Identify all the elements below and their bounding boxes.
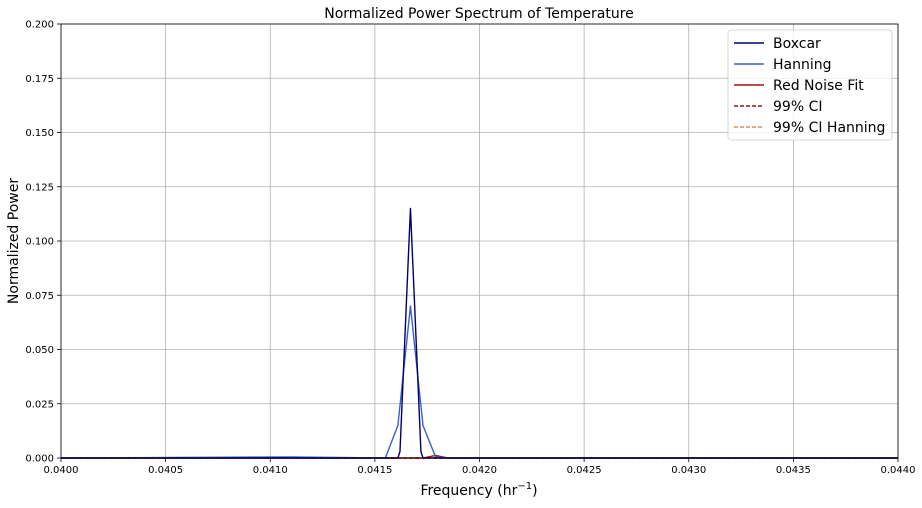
- y-tick-label: 0.200: [25, 20, 54, 31]
- x-tick-label: 0.0430: [671, 465, 706, 476]
- legend-label: Boxcar: [773, 36, 821, 52]
- x-axis-label-superscript: −1: [517, 481, 532, 492]
- legend-box: [727, 29, 893, 141]
- y-tick-label: 0.125: [25, 182, 54, 193]
- y-tick-label: 0.075: [25, 291, 54, 302]
- x-tick-label: 0.0440: [881, 465, 916, 476]
- chart-title: Normalized Power Spectrum of Temperature: [324, 6, 634, 22]
- y-axis-label: Normalized Power: [6, 178, 22, 304]
- legend-label: 99% CI: [773, 99, 822, 115]
- legend: Boxcar Hanning Red Noise Fit 99% CI 99% CI H…: [727, 29, 893, 141]
- x-axis-ticks: 0.0400 0.0405 0.0410 0.0415 0.0420 0.0425 0.04…: [44, 458, 916, 476]
- y-axis-ticks: 0.000 0.025 0.050 0.075 0.100 0.125 0.150 0.175…: [25, 20, 61, 465]
- y-tick-label: 0.025: [25, 399, 54, 410]
- legend-label: Red Noise Fit: [773, 78, 864, 94]
- y-tick-label: 0.100: [25, 237, 54, 248]
- y-tick-label: 0.175: [25, 74, 54, 85]
- x-axis-label-end: ): [532, 483, 537, 499]
- legend-label: Hanning: [773, 57, 832, 73]
- x-tick-label: 0.0405: [148, 465, 183, 476]
- x-axis-label-main: Frequency (hr: [420, 483, 517, 499]
- y-tick-label: 0.150: [25, 128, 54, 139]
- x-tick-label: 0.0425: [567, 465, 602, 476]
- x-tick-label: 0.0435: [776, 465, 811, 476]
- x-tick-label: 0.0415: [357, 465, 392, 476]
- y-tick-label: 0.000: [25, 454, 54, 465]
- y-tick-label: 0.050: [25, 345, 54, 356]
- x-tick-label: 0.0400: [44, 465, 79, 476]
- legend-label: 99% CI Hanning: [773, 120, 885, 136]
- x-tick-label: 0.0420: [462, 465, 497, 476]
- x-axis-label: Frequency (hr−1): [420, 481, 537, 499]
- x-tick-label: 0.0410: [253, 465, 288, 476]
